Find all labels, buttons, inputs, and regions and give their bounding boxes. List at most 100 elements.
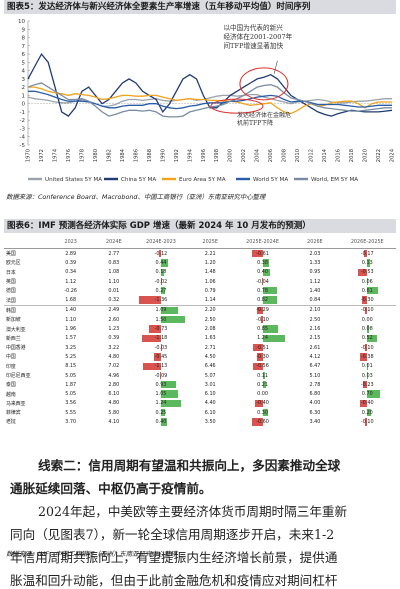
x-tick-label: 2004	[255, 148, 261, 162]
value-2023-cell: 5.25	[49, 352, 92, 361]
change-2024e-cell: -1.18	[135, 334, 186, 343]
change-2025e-cell: -0.61	[234, 249, 291, 259]
x-tick-label: 1984	[120, 148, 126, 162]
bar-value-label: 0.52	[362, 335, 373, 341]
change-2024e-cell: 0.93	[135, 380, 186, 389]
value-2023-cell: 5.05	[49, 371, 92, 380]
annotation-bottom-line: 机前TFP下降	[237, 119, 273, 127]
bar-value-label: 0.85	[257, 326, 268, 332]
body-line-6: 胀温和回升动能，但由于此前金融危机和疫情应对期间杠杆	[10, 570, 392, 589]
value-2026e-cell: 6.47	[291, 362, 338, 371]
value-2026e-cell: 4.00	[291, 399, 338, 408]
y-tick-label: 7	[22, 44, 26, 50]
body-line-2: 通胀延续回落、中枢仍高于疫情前。	[10, 478, 392, 497]
bar-value-label: 1.09	[156, 307, 167, 313]
x-tick-label: 2008	[282, 149, 288, 162]
row-name-cell: 新加坡	[4, 315, 49, 324]
bar-value-label: 0.38	[257, 260, 268, 266]
change-2025e-cell: -0.51	[234, 343, 291, 352]
bar-value-label: -0.51	[256, 345, 269, 351]
value-2026e-cell: 2.10	[291, 305, 338, 315]
value-2025e-cell: 4.40	[187, 399, 234, 408]
bar-value-label: 0.00	[257, 391, 268, 397]
x-tick-label: 1998	[214, 149, 220, 162]
bar-value-label: 0.27	[156, 288, 167, 294]
change-2024e-cell: -1.13	[135, 362, 186, 371]
legend-label-3: World 5Y MA	[253, 177, 288, 183]
row-name-cell: 中国	[4, 352, 49, 361]
bar-value-label: 0.06	[362, 279, 373, 285]
bar-value-label: -0.60	[256, 419, 269, 425]
table-header-1: 2023	[49, 236, 92, 249]
bar-value-label: -0.04	[256, 279, 269, 285]
value-2024e-cell: 2.49	[92, 305, 135, 315]
bar-value-label: -0.53	[361, 269, 374, 275]
x-tick-label: 2018	[349, 149, 355, 162]
bar-value-label: 1.05	[156, 391, 167, 397]
value-2023-cell: 2.89	[49, 249, 92, 259]
value-2023-cell: 8.15	[49, 362, 92, 371]
value-2024e-cell: 0.01	[92, 286, 135, 295]
bar-value-label: -0.56	[256, 363, 269, 369]
value-2023-cell: 1.87	[49, 380, 92, 389]
row-name-cell: 法国	[4, 295, 49, 305]
bar-value-label: 0.82	[257, 297, 268, 303]
row-name-cell: 越南	[4, 389, 49, 398]
value-2025e-cell: 2.21	[187, 249, 234, 259]
row-name-cell: 欧元区	[4, 258, 49, 267]
y-tick-label: 0	[22, 102, 26, 108]
value-2024e-cell: 4.10	[92, 417, 135, 426]
table-header-0	[4, 236, 49, 249]
value-2024e-cell: 6.10	[92, 389, 135, 398]
change-2024e-cell: -1.36	[135, 295, 186, 305]
bar-value-label: 0.21	[257, 382, 268, 388]
value-2025e-cell: 1.14	[187, 295, 234, 305]
value-2025e-cell: 2.08	[187, 324, 234, 333]
bar-value-label: -0.02	[155, 279, 168, 285]
bar-value-label: -0.61	[256, 251, 269, 257]
change-2024e-cell: 0.25	[135, 408, 186, 417]
change-2025e-cell: 0.00	[234, 389, 291, 398]
change-2025e-cell: -0.40	[234, 399, 291, 408]
value-2024e-cell: 2.60	[92, 315, 135, 324]
bar-value-label: 0.78	[257, 288, 268, 294]
x-tick-label: 2000	[228, 149, 234, 162]
value-2023-cell: 1.10	[49, 315, 92, 324]
change-2024e-cell: -0.02	[135, 277, 186, 286]
annotation-bottom-line: 发达经济体在金融危	[237, 111, 291, 119]
x-tick-label: 2006	[268, 149, 274, 162]
bar-value-label: 0.61	[362, 288, 373, 294]
bar-value-label: 0.03	[362, 373, 373, 379]
x-tick-label: 1992	[174, 149, 180, 162]
y-tick-label: -5	[20, 143, 26, 149]
bar-value-label: -0.17	[361, 251, 374, 257]
bar-value-label: -1.36	[155, 297, 168, 303]
change-2026e-cell: 0.03	[338, 371, 396, 380]
y-tick-label: -2	[20, 118, 25, 124]
bar-value-label: 0.40	[156, 419, 167, 425]
table-header-6: 2026E	[291, 236, 338, 249]
change-2026e-cell: -0.53	[338, 268, 396, 277]
legend-label-4: World, EM 5Y MA	[311, 177, 358, 183]
legend-label-1: China 5Y MA	[121, 177, 156, 183]
value-2026e-cell: 6.80	[291, 389, 338, 398]
row-name-cell: 菲律宾	[4, 408, 49, 417]
figure5-source: 数据来源：Conference Board、Macrobond、中国工商银行（亚…	[6, 192, 265, 201]
value-2024e-cell: 7.02	[92, 362, 135, 371]
x-tick-label: 1974	[52, 148, 58, 162]
change-2024e-cell: -0.73	[135, 324, 186, 333]
change-2026e-cell: 0.70	[338, 389, 396, 398]
value-2023-cell: 1.40	[49, 305, 92, 315]
body-line-1: 线索二：信用周期有望温和共振向上，多因素推动全球	[38, 455, 392, 474]
